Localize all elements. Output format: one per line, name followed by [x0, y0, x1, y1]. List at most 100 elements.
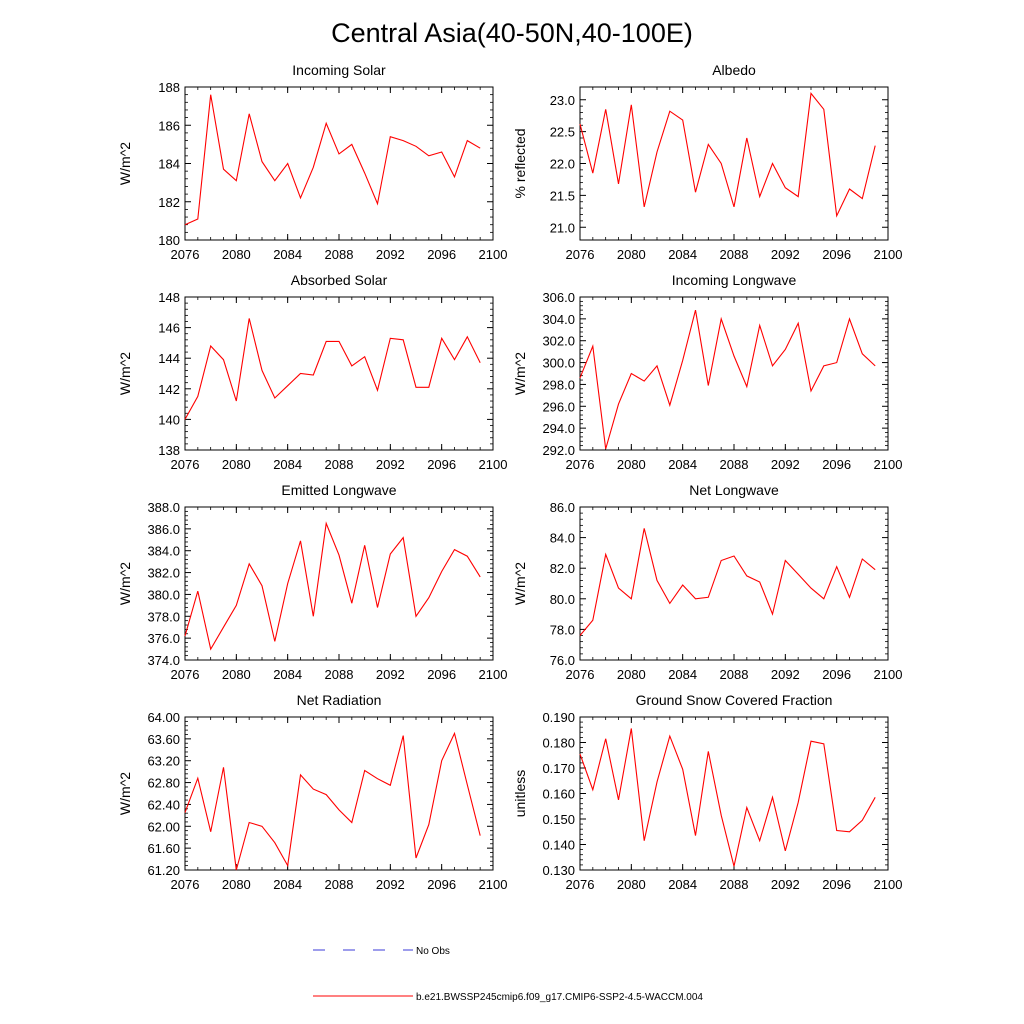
- absorbed-solar-frame: [184, 296, 494, 451]
- albedo-xtick-label: 2100: [874, 247, 903, 262]
- albedo-title: Albedo: [712, 62, 756, 78]
- ground-snow-covered-fraction-xtick-label: 2092: [771, 877, 800, 892]
- net-longwave-xtick-label: 2100: [874, 667, 903, 682]
- incoming-solar-xtick-label: 2080: [222, 247, 251, 262]
- incoming-longwave-ylabel: W/m^2: [512, 352, 528, 395]
- absorbed-solar-ytick-label: 140: [158, 412, 180, 427]
- incoming-solar-xtick-label: 2084: [273, 247, 302, 262]
- albedo-series-line: [579, 92, 876, 218]
- ground-snow-covered-fraction-xtick-label: 2084: [668, 877, 697, 892]
- ground-snow-covered-fraction-title: Ground Snow Covered Fraction: [636, 692, 833, 708]
- emitted-longwave-xtick-label: 2088: [325, 667, 354, 682]
- net-longwave-frame: [579, 506, 889, 661]
- emitted-longwave-xtick-label: 2092: [376, 667, 405, 682]
- ground-snow-covered-fraction-ytick-label: 0.130: [542, 863, 575, 878]
- net-longwave-xtick-label: 2096: [822, 667, 851, 682]
- incoming-solar-ytick-label: 184: [158, 157, 180, 172]
- absorbed-solar-xtick-label: 2100: [479, 457, 508, 472]
- net-radiation-ytick-label: 63.20: [147, 754, 180, 769]
- emitted-longwave-xtick-label: 2096: [427, 667, 456, 682]
- incoming-solar-xtick-label: 2088: [325, 247, 354, 262]
- albedo-xtick-label: 2076: [566, 247, 595, 262]
- net-longwave-ytick-label: 82.0: [550, 561, 575, 576]
- panel-net-radiation: Net Radiation W/m^2 2076 2080 2084 2088 2092 20…: [117, 692, 507, 892]
- absorbed-solar-ylabel: W/m^2: [117, 352, 133, 395]
- panel-absorbed-solar: Absorbed Solar W/m^2 2076 2080 2084 2088 2092 2…: [117, 272, 507, 472]
- ground-snow-covered-fraction-ytick-label: 0.190: [542, 710, 575, 725]
- ground-snow-covered-fraction-ytick-label: 0.180: [542, 736, 575, 751]
- net-radiation-ytick-label: 61.20: [147, 863, 180, 878]
- net-longwave-ytick-label: 84.0: [550, 531, 575, 546]
- incoming-longwave-ytick-label: 300.0: [542, 356, 575, 371]
- incoming-solar-title: Incoming Solar: [292, 62, 386, 78]
- net-longwave-ytick-label: 80.0: [550, 592, 575, 607]
- ground-snow-covered-fraction-frame: [579, 716, 889, 871]
- ground-snow-covered-fraction-xtick-label: 2100: [874, 877, 903, 892]
- figure-title: Central Asia(40-50N,40-100E): [331, 18, 693, 48]
- net-radiation-ytick-label: 61.60: [147, 841, 180, 856]
- net-longwave-xtick-label: 2088: [720, 667, 749, 682]
- panel-incoming-longwave: Incoming Longwave W/m^2 2076 2080 2084 2088 20…: [512, 272, 902, 472]
- incoming-solar-frame: [184, 86, 494, 241]
- incoming-solar-ytick-label: 188: [158, 80, 180, 95]
- emitted-longwave-ytick-label: 380.0: [147, 587, 180, 602]
- panel-emitted-longwave: Emitted Longwave W/m^2 2076 2080 2084 2088 209…: [117, 482, 507, 682]
- absorbed-solar-xtick-label: 2076: [171, 457, 200, 472]
- incoming-longwave-xtick-label: 2080: [617, 457, 646, 472]
- albedo-xtick-label: 2096: [822, 247, 851, 262]
- emitted-longwave-ylabel: W/m^2: [117, 562, 133, 605]
- emitted-longwave-frame: [184, 506, 494, 661]
- emitted-longwave-ytick-label: 384.0: [147, 544, 180, 559]
- absorbed-solar-ytick-label: 138: [158, 443, 180, 458]
- net-longwave-xtick-label: 2092: [771, 667, 800, 682]
- net-radiation-frame: [184, 716, 494, 871]
- incoming-solar-ytick-label: 180: [158, 233, 180, 248]
- incoming-longwave-series-line: [579, 309, 876, 450]
- albedo-xtick-label: 2084: [668, 247, 697, 262]
- albedo-ytick-label: 22.0: [550, 157, 575, 172]
- absorbed-solar-series-line: [184, 318, 481, 420]
- net-radiation-ytick-label: 62.40: [147, 797, 180, 812]
- albedo-frame: [579, 86, 889, 241]
- emitted-longwave-ytick-label: 378.0: [147, 609, 180, 624]
- incoming-solar-ytick-label: 186: [158, 118, 180, 133]
- emitted-longwave-ytick-label: 388.0: [147, 500, 180, 515]
- net-longwave-ytick-label: 76.0: [550, 653, 575, 668]
- net-longwave-ytick-label: 86.0: [550, 500, 575, 515]
- albedo-xtick-label: 2080: [617, 247, 646, 262]
- emitted-longwave-series-line: [184, 521, 481, 651]
- net-longwave-series-line: [579, 528, 876, 636]
- albedo-ylabel: % reflected: [512, 128, 528, 198]
- legend-model-label: b.e21.BWSSP245cmip6.f09_g17.CMIP6-SSP2-4…: [416, 992, 703, 1003]
- incoming-longwave-ytick-label: 304.0: [542, 312, 575, 327]
- panels: Incoming Solar W/m^2 2076 2080 2084 2088 2092 2…: [117, 62, 902, 892]
- incoming-longwave-ytick-label: 294.0: [542, 421, 575, 436]
- incoming-longwave-ytick-label: 302.0: [542, 334, 575, 349]
- net-radiation-xtick-label: 2084: [273, 877, 302, 892]
- albedo-ytick-label: 23.0: [550, 93, 575, 108]
- net-radiation-xtick-label: 2080: [222, 877, 251, 892]
- panel-albedo: Albedo % reflected 2076 2080 2084 2088 2092 209…: [512, 62, 902, 262]
- albedo-xtick-label: 2092: [771, 247, 800, 262]
- net-radiation-ytick-label: 64.00: [147, 710, 180, 725]
- ground-snow-covered-fraction-series-line: [579, 728, 876, 867]
- emitted-longwave-title: Emitted Longwave: [281, 482, 396, 498]
- absorbed-solar-xtick-label: 2080: [222, 457, 251, 472]
- incoming-longwave-ytick-label: 292.0: [542, 443, 575, 458]
- emitted-longwave-ytick-label: 382.0: [147, 566, 180, 581]
- albedo-ytick-label: 21.0: [550, 220, 575, 235]
- net-radiation-ytick-label: 63.60: [147, 732, 180, 747]
- incoming-longwave-xtick-label: 2096: [822, 457, 851, 472]
- net-longwave-title: Net Longwave: [689, 482, 779, 498]
- incoming-solar-ylabel: W/m^2: [117, 142, 133, 185]
- absorbed-solar-xtick-label: 2088: [325, 457, 354, 472]
- net-radiation-xtick-label: 2092: [376, 877, 405, 892]
- incoming-longwave-ytick-label: 298.0: [542, 377, 575, 392]
- net-radiation-xtick-label: 2096: [427, 877, 456, 892]
- emitted-longwave-xtick-label: 2084: [273, 667, 302, 682]
- net-longwave-ylabel: W/m^2: [512, 562, 528, 605]
- incoming-longwave-xtick-label: 2084: [668, 457, 697, 472]
- incoming-longwave-xtick-label: 2076: [566, 457, 595, 472]
- albedo-ytick-label: 22.5: [550, 125, 575, 140]
